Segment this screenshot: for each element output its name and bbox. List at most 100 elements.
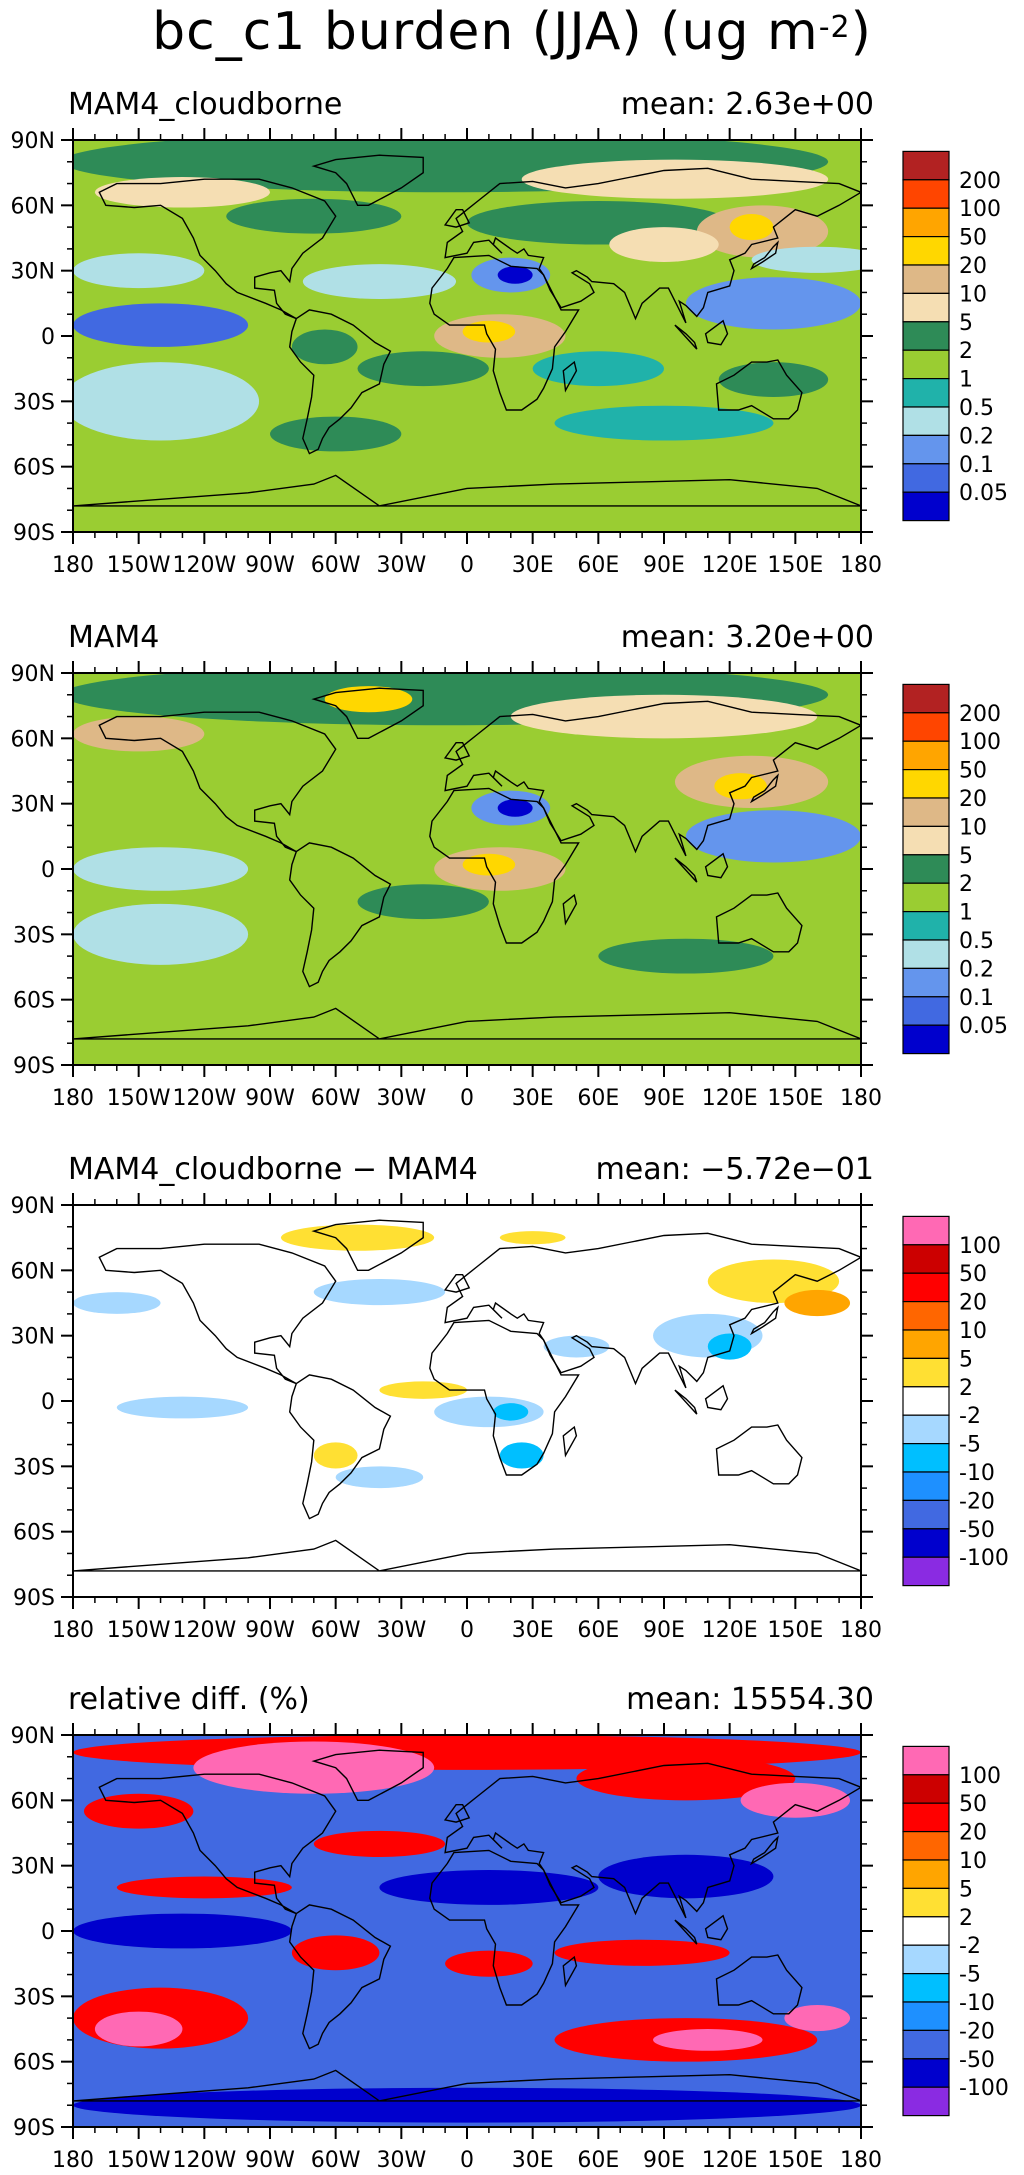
page-title: bc_c1 burden (JJA) (ug m-2) — [0, 0, 1024, 70]
coastline — [444, 1762, 861, 1919]
field-contour-region — [357, 351, 489, 387]
coastline — [288, 842, 392, 988]
field-contour-region — [73, 2087, 861, 2123]
coastline — [674, 1389, 698, 1415]
lon-tick-label: 180 — [52, 553, 94, 578]
field-contour-region — [73, 1913, 292, 1949]
colorbar-swatch — [902, 712, 950, 742]
map-plot: 90N 60N 30N 0 30S 60S 90S 180 150W 120W 90W 60W 30W 0… — [11, 1193, 1009, 1643]
map-field — [73, 140, 861, 532]
field-contour-region — [313, 1442, 358, 1469]
lat-tick-label: 60N — [11, 1789, 55, 1814]
coastline — [562, 1425, 578, 1458]
coastline — [715, 892, 803, 953]
lon-tick-label: 30E — [512, 553, 554, 578]
coastline — [444, 700, 861, 857]
field-contour-region — [609, 227, 719, 262]
colorbar-label: 2 — [959, 1376, 973, 1401]
lat-tick-label: 30N — [11, 793, 55, 818]
lon-tick-label: 30E — [512, 1618, 554, 1643]
colorbar-label: 2 — [959, 1906, 973, 1931]
colorbar-label: -5 — [959, 1433, 981, 1458]
map-plot: 90N 60N 30N 0 30S 60S 90S 180 150W 120W 90W 60W 30W 0… — [11, 661, 1008, 1111]
coastline — [715, 359, 803, 420]
colorbar-swatch — [902, 1802, 950, 1833]
lon-tick-label: 90W — [245, 1086, 295, 1111]
panel-title: MAM4 — [68, 620, 160, 655]
field-contour-region — [784, 1289, 851, 1317]
lon-tick-label: 60W — [311, 553, 361, 578]
panel-title: relative diff. (%) — [68, 1682, 310, 1717]
map-panel-relative-diff: relative diff. (%) mean: 15554.30 90N 60N… — [0, 1680, 1024, 2175]
coastline — [749, 1305, 779, 1336]
lon-tick-label: 60W — [311, 1086, 361, 1111]
colorbar-label: 5 — [959, 844, 973, 869]
lon-tick-label: 120W — [172, 1618, 236, 1643]
colorbar-swatch — [902, 2029, 950, 2060]
colorbar-label: 50 — [959, 1262, 987, 1287]
field-contour-region — [73, 1292, 161, 1314]
lat-tick-label: 0 — [41, 1920, 55, 1945]
coastline — [429, 1319, 580, 1476]
map-plot: 90N 60N 30N 0 30S 60S 90S 180 150W 120W 90W 60W 30W 0… — [11, 1723, 1009, 2173]
lon-tick-label: 180 — [52, 1086, 94, 1111]
coastline — [98, 1243, 337, 1385]
colorbar-swatch — [902, 1357, 950, 1388]
coastline — [98, 178, 337, 320]
field-contour-region — [718, 362, 829, 397]
lon-tick-label: 90W — [245, 553, 295, 578]
panel-title: MAM4_cloudborne − MAM4 — [68, 1152, 478, 1187]
field-contour-region — [313, 1279, 446, 1306]
coastline — [674, 1919, 698, 1945]
lon-tick-label: 60E — [577, 1618, 619, 1643]
colorbar-swatch — [902, 1329, 950, 1359]
colorbar-label: 100 — [959, 197, 1001, 222]
colorbar-swatch — [902, 683, 950, 714]
field-contour-region — [510, 694, 818, 739]
field-contour-region — [751, 246, 861, 273]
panel-mean: mean: 15554.30 — [626, 1682, 874, 1717]
field-contour-region — [291, 329, 358, 365]
colorbar-swatch — [902, 854, 950, 884]
colorbar-label: 200 — [959, 702, 1001, 727]
colorbar-label: 5 — [959, 1877, 973, 1902]
lon-tick-label: 150W — [107, 2148, 171, 2173]
colorbar-label: 5 — [959, 311, 973, 336]
colorbar-label: 20 — [959, 1291, 987, 1316]
colorbar-swatch — [902, 996, 950, 1026]
coastline — [443, 1274, 471, 1293]
colorbar-label: 5 — [959, 1347, 973, 1372]
coastline — [73, 1007, 861, 1040]
lat-tick-label: 60S — [13, 456, 55, 481]
colorbar-swatch — [902, 769, 950, 799]
colorbar-label: 10 — [959, 282, 987, 307]
colorbar-swatch — [902, 491, 950, 522]
field-contour-region — [379, 1381, 467, 1399]
colorbar-swatch — [902, 2001, 950, 2031]
coastline — [443, 1804, 471, 1823]
coastline — [749, 240, 779, 271]
lon-tick-label: 90E — [643, 1618, 685, 1643]
lon-tick-label: 180 — [840, 2148, 882, 2173]
field-contour-region — [685, 277, 861, 330]
lat-tick-label: 90N — [11, 1194, 55, 1219]
lon-tick-label: 120W — [172, 1086, 236, 1111]
colorbar-label: 20 — [959, 254, 987, 279]
colorbar-label: -100 — [959, 2076, 1009, 2101]
colorbar-label: -100 — [959, 1546, 1009, 1571]
field-contour-region — [226, 198, 402, 234]
coastline — [429, 787, 580, 944]
coastline — [715, 1954, 803, 2015]
colorbar-label: 100 — [959, 730, 1001, 755]
coastline — [311, 1749, 424, 1801]
map-panel-mam4: MAM4 mean: 3.20e+00 90N 60N 30N 0 30S 60S 90S 1… — [0, 618, 1024, 1128]
colorbar-swatch — [902, 1414, 950, 1445]
field-contour-region — [714, 773, 767, 800]
colorbar-label: -50 — [959, 2048, 995, 2073]
colorbar-label: -5 — [959, 1963, 981, 1988]
lon-tick-label: 180 — [52, 1618, 94, 1643]
lon-tick-label: 90E — [643, 553, 685, 578]
field-contour-region — [193, 1741, 435, 1794]
field-contour-region — [784, 2005, 851, 2032]
colorbar-label: 0.1 — [959, 453, 994, 478]
